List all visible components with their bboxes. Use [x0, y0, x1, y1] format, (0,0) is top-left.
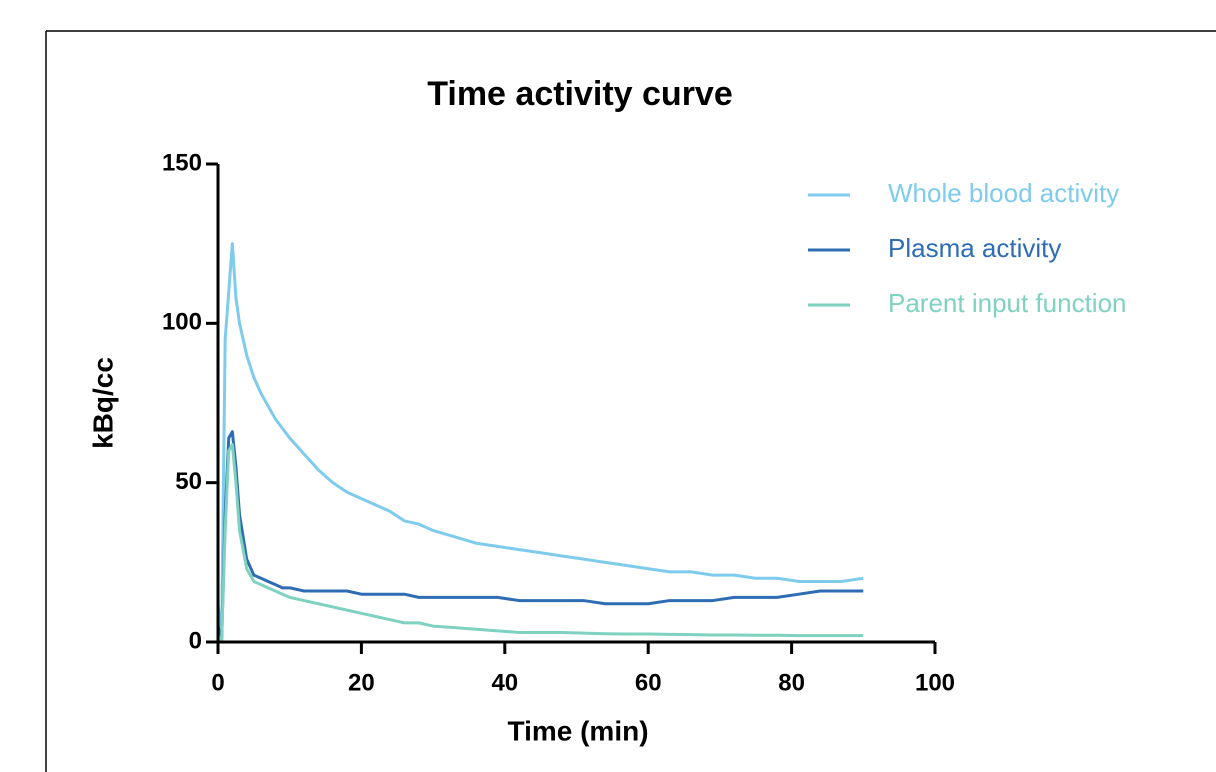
x-tick-label: 20 — [348, 669, 375, 696]
data-line — [216, 430, 864, 644]
y-tick-label: 100 — [162, 309, 202, 336]
x-tick-label: 60 — [635, 669, 662, 696]
x-axis-label: Time (min) — [507, 715, 648, 746]
legend-label: Whole blood activity — [888, 178, 1119, 208]
y-tick-label: 150 — [162, 149, 202, 176]
x-tick-label: 40 — [491, 669, 518, 696]
x-tick-label: 0 — [211, 669, 224, 696]
x-tick-label: 100 — [915, 669, 955, 696]
legend-label: Parent input function — [888, 288, 1127, 318]
y-axis-label: kBq/cc — [87, 357, 118, 449]
chart-title: Time activity curve — [427, 75, 733, 113]
legend-label: Plasma activity — [888, 233, 1061, 263]
data-line — [216, 442, 864, 644]
data-line — [216, 242, 864, 638]
y-tick-label: 0 — [189, 627, 202, 654]
x-tick-label: 80 — [778, 669, 805, 696]
y-tick-label: 50 — [175, 468, 202, 495]
